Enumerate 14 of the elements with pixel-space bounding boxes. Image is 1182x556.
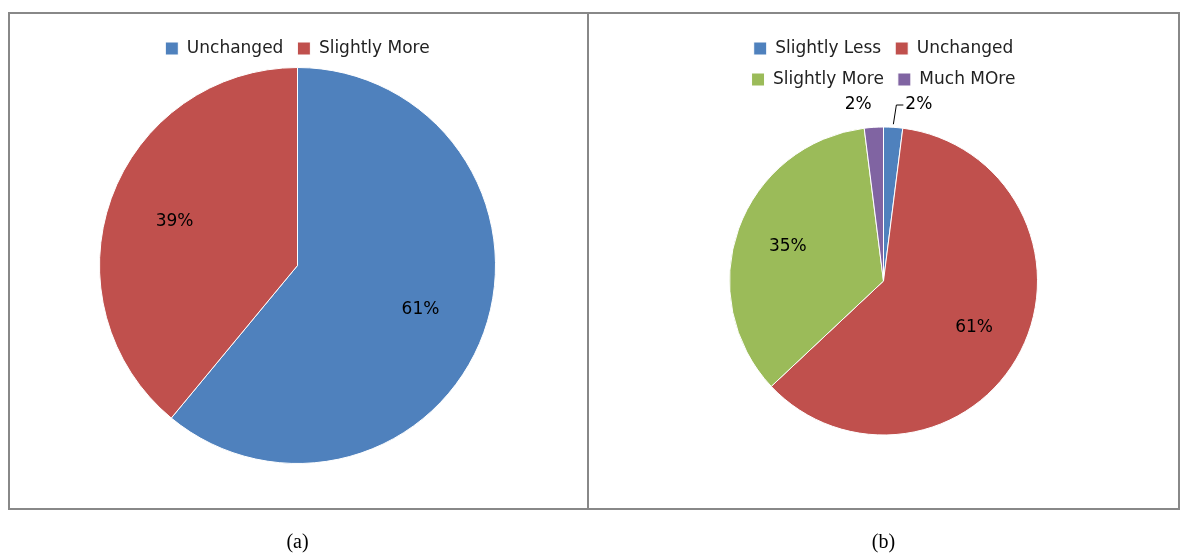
legend-label: Slightly More xyxy=(773,67,884,88)
data-label: 61% xyxy=(401,298,440,319)
legend-label: Slightly Less xyxy=(775,36,882,57)
data-label: 39% xyxy=(155,209,194,230)
legend-label: Unchanged xyxy=(916,36,1014,57)
data-label: 35% xyxy=(768,234,807,255)
data-label: 2% xyxy=(905,93,933,114)
data-label: 61% xyxy=(955,315,993,336)
legend-label: Unchanged xyxy=(186,36,284,57)
text: (a) xyxy=(285,530,310,553)
legend-label: Much MOre xyxy=(919,67,1016,88)
text: (b) xyxy=(870,530,897,553)
data-label: 2% xyxy=(844,93,872,114)
legend-label: Slightly More xyxy=(318,36,430,57)
